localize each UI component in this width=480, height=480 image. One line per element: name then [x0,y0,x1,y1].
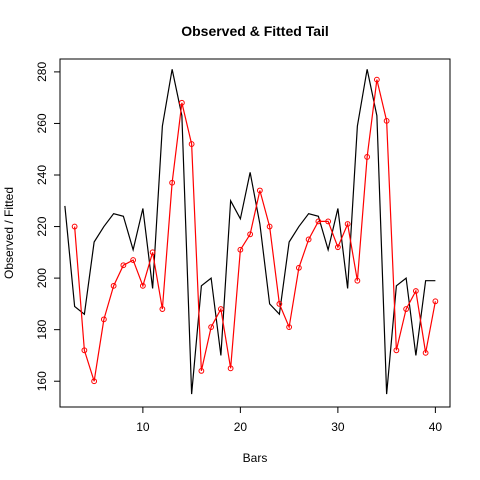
plot-frame [59,58,451,408]
observed-series-line [64,69,436,395]
fitted-point [334,244,341,251]
fitted-point [237,246,244,253]
y-tick-label: 280 [35,62,49,82]
fitted-point [81,347,88,354]
fitted-point [247,231,254,238]
y-tick-label: 200 [35,268,49,288]
fitted-point [266,223,273,230]
fitted-point [159,306,166,312]
chart-title: Observed & Fitted Tail [181,23,329,39]
y-tick-label: 240 [35,165,49,185]
fitted-point [208,324,215,330]
fitted-point [286,324,293,330]
fitted-point [295,264,302,271]
fitted-point [198,368,205,374]
fitted-point [178,99,185,106]
fitted-point [169,179,176,186]
fitted-point [227,365,234,372]
x-tick-label: 10 [136,420,150,434]
fitted-point [188,141,195,147]
fitted-point [364,154,371,160]
fitted-point [100,316,107,323]
y-tick-label: 220 [35,216,49,236]
fitted-point [120,262,127,269]
fitted-point [315,218,322,225]
fitted-point [110,282,117,289]
fitted-point [276,300,283,307]
fitted-point [256,187,263,194]
fitted-point [373,76,380,83]
fitted-point [149,249,156,256]
fitted-point [412,288,419,294]
y-axis-label: Observed / Fitted [2,187,16,279]
fitted-point [71,223,78,230]
fitted-point [354,277,361,284]
fitted-point [139,282,146,289]
y-tick-label: 260 [35,113,49,133]
fitted-point [403,306,410,312]
series-layer [64,69,439,395]
y-tick-label: 160 [35,371,49,391]
y-tick-label: 180 [35,319,49,339]
x-axis: 10 20 30 40 [136,407,442,434]
fitted-point [217,306,224,312]
x-tick-label: 30 [331,420,345,434]
fitted-point [344,221,351,227]
x-tick-label: 20 [234,420,248,434]
fitted-point [305,236,312,243]
x-axis-label: Bars [243,451,268,465]
y-axis: 160 180 200 220 240 260 280 [35,62,60,391]
fitted-point [130,257,137,263]
fitted-point [383,117,390,124]
fitted-point [91,378,98,385]
fitted-series-line [74,79,436,382]
fitted-point [393,347,400,354]
fitted-point [432,298,439,305]
fitted-point [325,218,332,225]
x-tick-label: 40 [429,420,443,434]
fitted-point [422,349,429,356]
